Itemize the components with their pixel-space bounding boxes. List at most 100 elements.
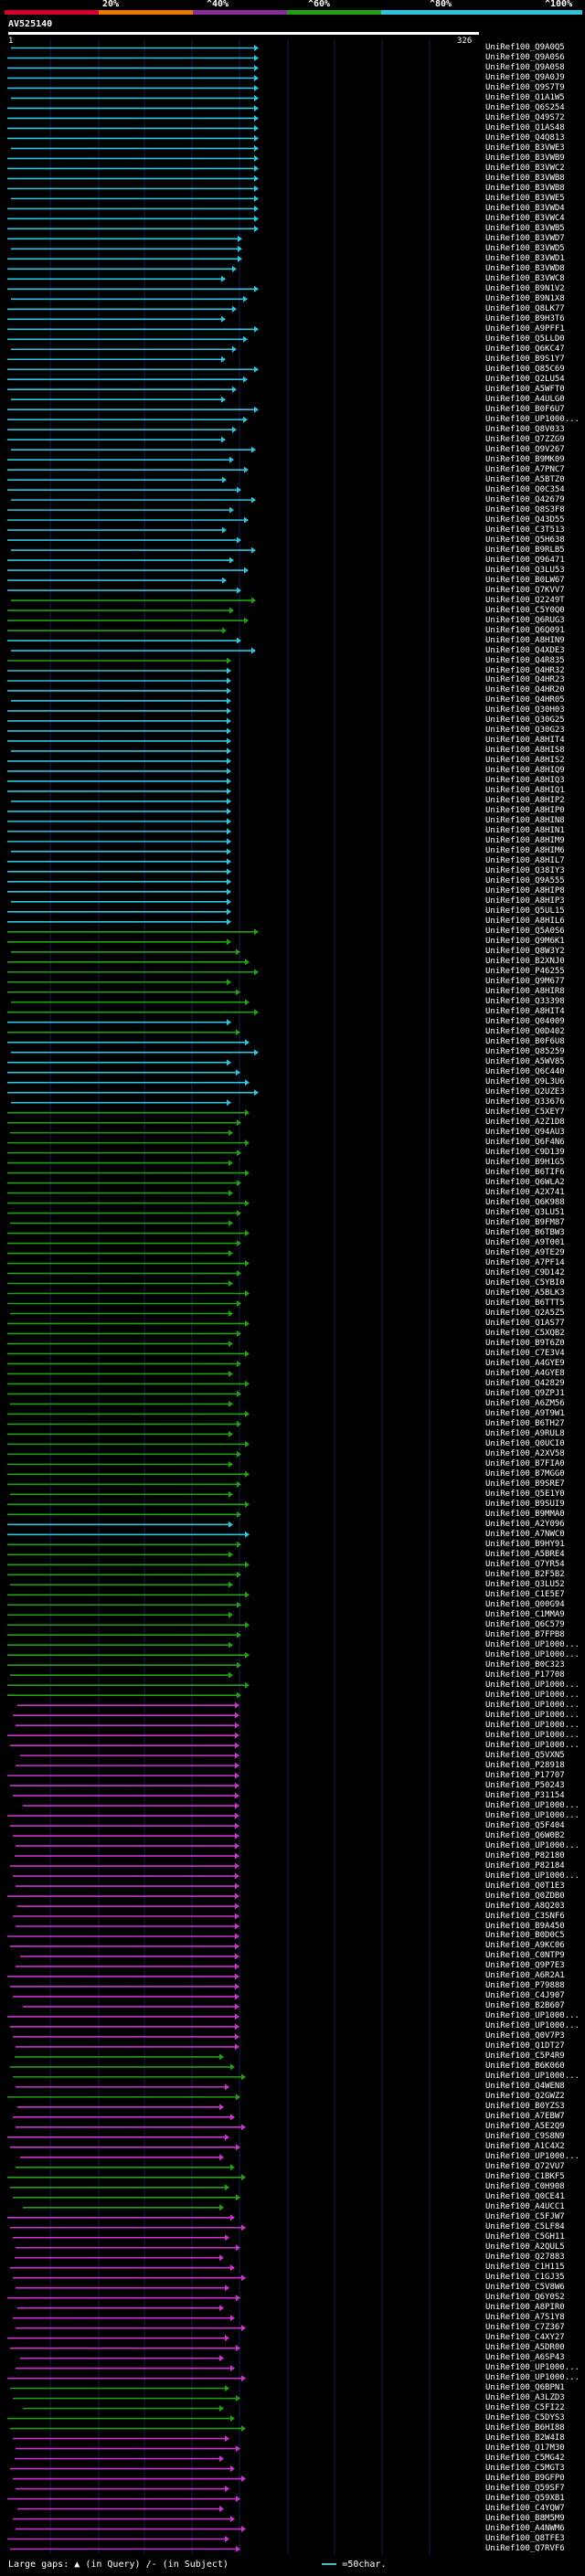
hit-label[interactable]: UniRef100_Q5E1Y0 [485,1489,565,1499]
hit-label[interactable]: UniRef100_P28918 [485,1760,565,1770]
hit-label[interactable]: UniRef100_UP1000... [485,1871,580,1881]
hit-bar[interactable] [7,2415,235,2422]
hit-label[interactable]: UniRef100_B9SRE7 [485,1479,565,1489]
hit-bar[interactable] [13,1792,239,1799]
hit-label[interactable]: UniRef100_Q6Y0S2 [485,2293,565,2303]
hit-label[interactable]: UniRef100_A9KC06 [485,1941,565,1951]
hit-bar[interactable] [10,2465,235,2473]
hit-bar[interactable] [7,134,259,142]
hit-label[interactable]: UniRef100_B3VWE3 [485,143,565,153]
hit-label[interactable]: UniRef100_A8HIN9 [485,635,565,645]
hit-bar[interactable] [7,285,259,292]
hit-label[interactable]: UniRef100_B9MMA0 [485,1509,565,1519]
hit-label[interactable]: UniRef100_A5WV85 [485,1057,565,1067]
hit-bar[interactable] [16,2124,246,2131]
hit-label[interactable]: UniRef100_A2Z1D8 [485,1118,565,1128]
hit-bar[interactable] [7,1370,233,1377]
hit-bar[interactable] [7,325,259,333]
hit-label[interactable]: UniRef100_UP1000... [485,2152,580,2162]
hit-label[interactable]: UniRef100_B9H3T6 [485,313,565,323]
hit-label[interactable]: UniRef100_Q42679 [485,494,565,504]
hit-bar[interactable] [16,1762,239,1769]
hit-bar[interactable] [7,2536,229,2543]
hit-bar[interactable] [7,305,237,313]
hit-label[interactable]: UniRef100_A6R2A1 [485,1971,565,1981]
hit-label[interactable]: UniRef100_A2X741 [485,1188,565,1198]
hit-bar[interactable] [7,717,231,725]
hit-bar[interactable] [20,1953,239,1960]
hit-label[interactable]: UniRef100_Q5H638 [485,535,565,545]
hit-bar[interactable] [7,1561,250,1568]
hit-label[interactable]: UniRef100_B7FIA0 [485,1458,565,1468]
hit-bar[interactable] [7,1732,239,1739]
hit-label[interactable]: UniRef100_B9GFP0 [485,2474,565,2484]
hit-label[interactable]: UniRef100_UP1000... [485,1740,580,1750]
hit-bar[interactable] [7,1210,241,1217]
hit-label[interactable]: UniRef100_Q5F404 [485,1820,565,1830]
hit-bar[interactable] [10,1742,239,1749]
hit-label[interactable]: UniRef100_C1H115 [485,2263,565,2273]
hit-label[interactable]: UniRef100_A2XV58 [485,1448,565,1458]
hit-label[interactable]: UniRef100_A4UCC1 [485,2202,565,2212]
hit-label[interactable]: UniRef100_B6TH27 [485,1418,565,1428]
hit-label[interactable]: UniRef100_Q6RUG3 [485,615,565,625]
hit-bar[interactable] [7,1009,259,1016]
hit-label[interactable]: UniRef100_B6TIF6 [485,1168,565,1178]
hit-label[interactable]: UniRef100_B6TBW3 [485,1228,565,1238]
hit-bar[interactable] [10,1129,233,1137]
hit-label[interactable]: UniRef100_C5DYS3 [485,2413,565,2423]
hit-bar[interactable] [7,1611,233,1618]
hit-label[interactable]: UniRef100_UP1000... [485,1710,580,1720]
hit-bar[interactable] [13,2516,235,2523]
hit-label[interactable]: UniRef100_B6TTT5 [485,1298,565,1308]
hit-bar[interactable] [20,2355,224,2362]
hit-bar[interactable] [7,1973,239,1980]
hit-bar[interactable] [7,908,231,916]
hit-label[interactable]: UniRef100_A5E2Q9 [485,2122,565,2132]
hit-bar[interactable] [7,969,259,976]
hit-bar[interactable] [7,426,237,433]
hit-bar[interactable] [16,2526,246,2533]
hit-label[interactable]: UniRef100_A8HIP2 [485,796,565,806]
hit-bar[interactable] [11,446,256,453]
hit-label[interactable]: UniRef100_UP1000... [485,2363,580,2373]
hit-label[interactable]: UniRef100_Q5VXN5 [485,1750,565,1760]
hit-label[interactable]: UniRef100_C1E5E7 [485,1589,565,1599]
hit-bar[interactable] [7,1019,231,1026]
hit-bar[interactable] [7,1601,241,1608]
hit-label[interactable]: UniRef100_Q27883 [485,2253,565,2263]
hit-label[interactable]: UniRef100_Q4HR23 [485,675,565,685]
hit-label[interactable]: UniRef100_Q2UZE3 [485,1087,565,1097]
hit-label[interactable]: UniRef100_A6ZM56 [485,1398,565,1408]
hit-label[interactable]: UniRef100_Q3LU51 [485,1208,565,1218]
hit-bar[interactable] [11,999,250,1006]
hit-label[interactable]: UniRef100_Q7KVV7 [485,585,565,595]
hit-bar[interactable] [7,54,259,61]
hit-bar[interactable] [10,2224,246,2231]
hit-bar[interactable] [13,1832,239,1839]
hit-label[interactable]: UniRef100_C9S8N9 [485,2132,565,2142]
hit-label[interactable]: UniRef100_B2W4I8 [485,2433,565,2443]
hit-bar[interactable] [7,808,231,815]
hit-label[interactable]: UniRef100_C7Z367 [485,2323,565,2333]
hit-bar[interactable] [7,667,231,674]
hit-bar[interactable] [7,526,227,534]
hit-bar[interactable] [7,366,259,373]
hit-label[interactable]: UniRef100_B3VWD4 [485,203,565,213]
hit-label[interactable]: UniRef100_UP1000... [485,1700,580,1710]
hit-label[interactable]: UniRef100_C9D139 [485,1148,565,1158]
hit-bar[interactable] [10,1400,233,1407]
hit-label[interactable]: UniRef100_Q8V033 [485,424,565,434]
hit-bar[interactable] [17,2506,224,2513]
hit-bar[interactable] [17,2305,224,2312]
hit-bar[interactable] [7,1661,241,1669]
hit-bar[interactable] [7,84,259,91]
hit-bar[interactable] [7,1360,241,1367]
hit-label[interactable]: UniRef100_B7MGG0 [485,1468,565,1479]
hit-bar[interactable] [7,1390,241,1397]
hit-bar[interactable] [7,1500,250,1508]
hit-label[interactable]: UniRef100_B2XNJ0 [485,957,565,967]
hit-label[interactable]: UniRef100_Q0C354 [485,484,565,494]
hit-bar[interactable] [7,1511,241,1518]
hit-bar[interactable] [7,778,231,785]
